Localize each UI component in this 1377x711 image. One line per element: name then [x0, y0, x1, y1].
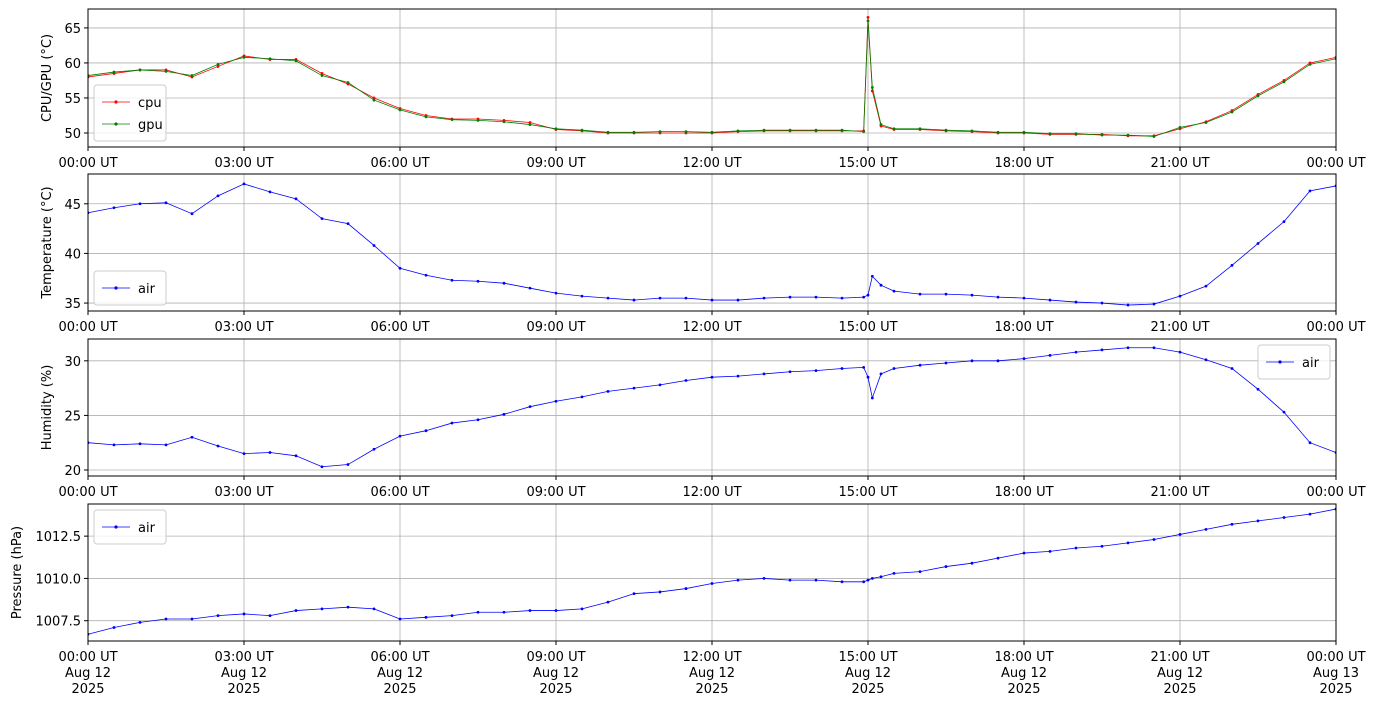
x-tick-label: 09:00 UT: [526, 156, 585, 171]
plot-area: [88, 182, 1336, 307]
legend-label: air: [138, 521, 156, 536]
x-tick-label: 00:00 UT: [58, 320, 117, 335]
y-axis-label: Pressure (hPa): [10, 526, 25, 619]
axes-frame: [87, 173, 1337, 312]
x-tick-label: 15:00 UT: [838, 320, 897, 335]
x-tick-label: 15:00 UT: [838, 485, 897, 500]
legend-marker: [114, 122, 118, 126]
axes-frame: [87, 8, 1337, 148]
y-tick-label: 20: [64, 464, 81, 479]
legend-marker: [114, 286, 118, 290]
x-tick-label: 09:00 UT Aug 12 2025: [526, 650, 585, 697]
plot-area: [88, 507, 1336, 636]
x-tick-label: 00:00 UT: [1306, 320, 1365, 335]
axes-frame: [87, 503, 1337, 642]
y-tick-label: 50: [64, 127, 81, 142]
x-tick-label: 18:00 UT: [994, 320, 1053, 335]
legend-label: air: [138, 282, 156, 297]
legend-marker: [114, 525, 118, 529]
x-tick-label: 18:00 UT: [994, 156, 1053, 171]
x-tick-label: 00:00 UT Aug 13 2025: [1306, 650, 1365, 697]
y-tick-label: 1012.5: [36, 530, 82, 545]
x-tick-label: 06:00 UT: [370, 485, 429, 500]
x-tick-label: 00:00 UT: [58, 156, 117, 171]
x-tick-label: 12:00 UT: [682, 156, 741, 171]
y-tick-label: 1010.0: [36, 572, 82, 587]
legend-label: air: [1302, 356, 1320, 371]
plot-area: [88, 16, 1336, 138]
x-tick-label: 03:00 UT: [214, 156, 273, 171]
data-line: [88, 346, 1336, 469]
x-tick-label: 06:00 UT Aug 12 2025: [370, 650, 429, 697]
x-tick-label: 15:00 UT Aug 12 2025: [838, 650, 897, 697]
x-tick-label: 03:00 UT: [214, 485, 273, 500]
x-tick-label: 21:00 UT: [1150, 485, 1209, 500]
x-tick-label: 03:00 UT: [214, 320, 273, 335]
y-tick-label: 25: [64, 409, 81, 424]
x-tick-label: 18:00 UT: [994, 485, 1053, 500]
x-tick-label: 00:00 UT Aug 12 2025: [58, 650, 117, 697]
y-tick-label: 30: [64, 355, 81, 370]
x-tick-label: 00:00 UT: [1306, 156, 1365, 171]
y-tick-label: 60: [64, 57, 81, 72]
x-tick-label: 09:00 UT: [526, 485, 585, 500]
y-axis-label: Humidity (%): [40, 365, 55, 451]
legend-marker: [114, 100, 118, 104]
legend-marker: [1278, 360, 1282, 364]
x-tick-label: 21:00 UT: [1150, 156, 1209, 171]
x-tick-label: 12:00 UT: [682, 485, 741, 500]
data-line: [88, 182, 1336, 307]
x-tick-label: 21:00 UT Aug 12 2025: [1150, 650, 1209, 697]
x-tick-label: 12:00 UT Aug 12 2025: [682, 650, 741, 697]
y-axis-label: Temperature (°C): [40, 186, 55, 299]
x-tick-label: 00:00 UT: [1306, 485, 1365, 500]
x-tick-label: 12:00 UT: [682, 320, 741, 335]
y-tick-label: 1007.5: [36, 615, 82, 630]
y-tick-label: 55: [64, 92, 81, 107]
x-tick-label: 06:00 UT: [370, 320, 429, 335]
x-tick-label: 00:00 UT: [58, 485, 117, 500]
x-tick-label: 18:00 UT Aug 12 2025: [994, 650, 1053, 697]
x-tick-label: 03:00 UT Aug 12 2025: [214, 650, 273, 697]
x-tick-label: 06:00 UT: [370, 156, 429, 171]
plot-area: [88, 346, 1336, 469]
y-tick-label: 45: [64, 198, 81, 213]
data-line: [88, 507, 1336, 636]
y-tick-label: 35: [64, 297, 81, 312]
x-tick-label: 21:00 UT: [1150, 320, 1209, 335]
x-tick-label: 15:00 UT: [838, 156, 897, 171]
legend-label: gpu: [138, 118, 163, 133]
data-line: [88, 19, 1336, 138]
y-tick-label: 40: [64, 247, 81, 262]
legend-label: cpu: [138, 96, 162, 111]
y-tick-label: 65: [64, 22, 81, 37]
y-axis-label: CPU/GPU (°C): [40, 34, 55, 122]
axes-frame: [87, 338, 1337, 477]
legend-box: [93, 84, 167, 142]
x-tick-label: 09:00 UT: [526, 320, 585, 335]
